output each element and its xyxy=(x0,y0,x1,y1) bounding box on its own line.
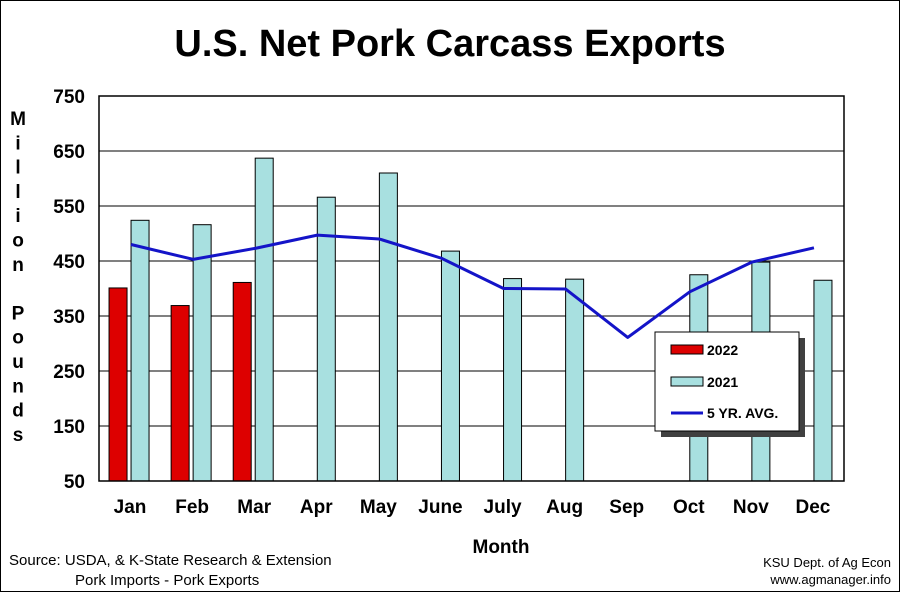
x-tick-label: July xyxy=(484,497,522,518)
bar-2021-aug xyxy=(565,278,585,482)
y-axis-label-letter: u xyxy=(12,352,24,373)
legend-swatch-2022 xyxy=(670,344,704,355)
y-axis-label-letter: l xyxy=(15,182,20,203)
bar-2021-may xyxy=(378,172,398,482)
x-tick-label: Aug xyxy=(546,497,583,518)
y-axis-label-letter: o xyxy=(12,231,24,252)
y-axis-label-letter: l xyxy=(15,158,20,179)
y-axis-label-letter: n xyxy=(12,255,24,276)
x-tick-label: Mar xyxy=(237,497,271,518)
y-axis-label-letter: d xyxy=(12,401,24,422)
bar-2021-apr xyxy=(316,196,336,482)
x-tick-label: June xyxy=(418,497,462,518)
chart-title: U.S. Net Pork Carcass Exports xyxy=(174,23,725,65)
line-layer xyxy=(130,233,815,339)
credit-line-1: KSU Dept. of Ag Econ xyxy=(763,555,891,570)
bar-2021-feb xyxy=(192,224,212,482)
legend-label-5yr-avg: 5 YR. AVG. xyxy=(707,405,778,421)
y-tick-label: 450 xyxy=(53,252,85,273)
y-axis-label-letter: i xyxy=(15,133,20,154)
bar-2021-jan xyxy=(130,219,150,482)
y-axis-label-letter: P xyxy=(12,303,25,324)
y-axis-label-letter: s xyxy=(13,425,24,446)
source-line-2: Pork Imports - Pork Exports xyxy=(75,572,259,589)
x-tick-labels: Jan Feb Mar Apr May June July Aug Sep Oct Nov Dec xyxy=(114,497,831,518)
y-axis-label-letter: o xyxy=(12,328,24,349)
y-axis-label-letter: n xyxy=(12,376,24,397)
x-tick-label: Apr xyxy=(300,497,333,518)
x-tick-label: May xyxy=(360,497,397,518)
credit-line-2: www.agmanager.info xyxy=(769,572,891,587)
x-axis-label: Month xyxy=(473,537,530,558)
y-axis-label-letter: M xyxy=(10,109,26,130)
bar-2022-mar xyxy=(232,281,252,482)
y-tick-label: 150 xyxy=(53,417,85,438)
bar-2021-june xyxy=(440,250,460,482)
legend: 2022 2021 5 YR. AVG. xyxy=(654,331,805,437)
bar-2021-july xyxy=(503,278,523,482)
bar-2021-dec xyxy=(813,279,833,482)
x-tick-label: Nov xyxy=(733,497,769,518)
y-tick-label: 750 xyxy=(53,87,85,108)
x-tick-label: Sep xyxy=(609,497,644,518)
x-tick-label: Feb xyxy=(175,497,209,518)
source-line-1: Source: USDA, & K-State Research & Exten… xyxy=(9,552,332,569)
y-tick-label: 50 xyxy=(64,472,85,493)
x-tick-label: Jan xyxy=(114,497,147,518)
plot-border xyxy=(98,95,845,482)
x-tick-label: Dec xyxy=(796,497,831,518)
bar-2022-jan xyxy=(108,287,128,482)
y-tick-label: 250 xyxy=(53,362,85,383)
bar-2021-mar xyxy=(254,157,274,482)
y-tick-label: 550 xyxy=(53,197,85,218)
y-tick-label: 350 xyxy=(53,307,85,328)
bar-2022-feb xyxy=(170,305,190,482)
y-tick-label: 650 xyxy=(53,142,85,163)
y-axis-label-letter: i xyxy=(15,206,20,227)
x-tick-label: Oct xyxy=(673,497,705,518)
bars-layer xyxy=(108,157,833,482)
legend-label-2022: 2022 xyxy=(707,342,738,358)
legend-label-2021: 2021 xyxy=(707,374,738,390)
legend-swatch-2021 xyxy=(670,376,704,387)
series-line-5yr-avg xyxy=(130,233,815,339)
y-tick-labels: 50 150 250 350 450 550 650 750 xyxy=(53,87,85,493)
